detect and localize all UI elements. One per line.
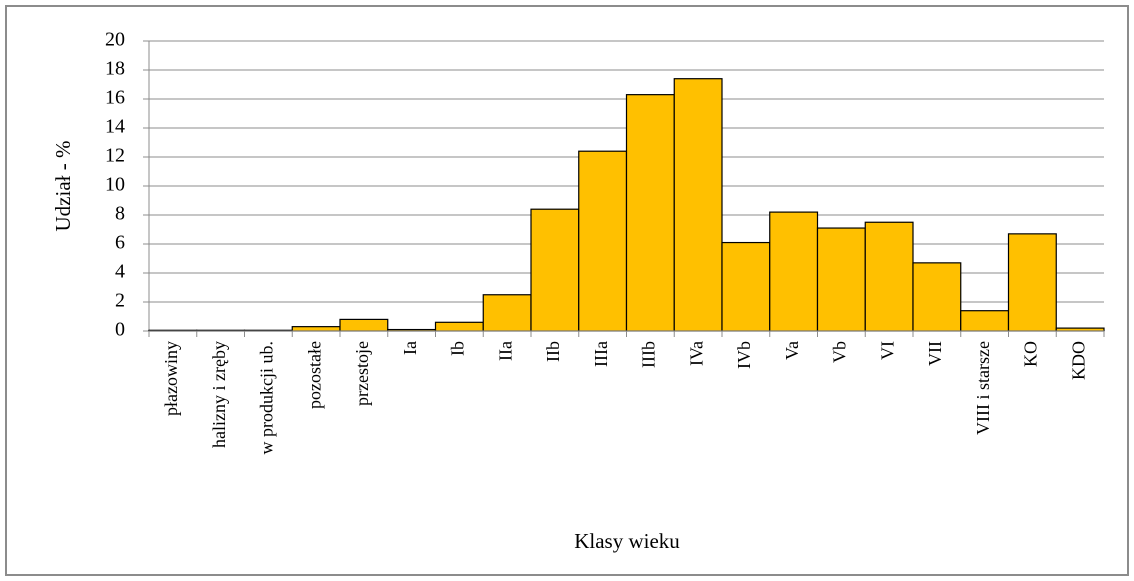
y-tick-label: 18 — [105, 58, 125, 80]
x-tick-label: VII — [925, 341, 945, 366]
x-axis-title: Klasy wieku — [574, 529, 680, 553]
x-tick-label: IVb — [734, 341, 754, 369]
x-tick-label: Va — [782, 341, 802, 360]
bar — [864, 221, 914, 332]
x-tick-label: płazowiny — [161, 341, 181, 416]
y-tick-label: 14 — [105, 116, 125, 138]
bar — [578, 150, 628, 332]
x-tick-label: Ia — [400, 341, 420, 355]
y-tick-label: 2 — [115, 290, 125, 312]
bar — [721, 241, 771, 332]
x-tick-label: KDO — [1068, 341, 1088, 380]
y-tick-label: 4 — [115, 261, 125, 283]
bar — [530, 208, 580, 332]
y-tick-label: 8 — [115, 203, 125, 225]
bar — [291, 326, 341, 332]
bar — [960, 310, 1010, 332]
y-tick-label: 0 — [115, 319, 125, 341]
bar — [482, 294, 532, 332]
bar — [912, 262, 962, 332]
y-axis-title: Udział - % — [51, 141, 75, 232]
x-tick-label: Vb — [830, 341, 850, 363]
y-tick-label: 6 — [115, 232, 125, 254]
x-tick-label: IIIb — [639, 341, 659, 368]
y-tick-label: 20 — [105, 29, 125, 51]
x-tick-label: pozostałe — [304, 341, 324, 409]
bar — [769, 211, 819, 332]
x-tick-label: IIb — [543, 341, 563, 362]
x-tick-label: IVa — [686, 341, 706, 366]
x-tick-label: KO — [1021, 341, 1041, 367]
bar — [816, 227, 866, 332]
bar — [625, 94, 675, 332]
bar — [673, 78, 723, 332]
x-tick-label: VIII i starsze — [973, 341, 993, 435]
x-tick-label: w produkcji ub. — [257, 341, 277, 454]
x-tick-label: VI — [877, 341, 897, 360]
y-tick-label: 12 — [105, 145, 125, 167]
bar — [339, 318, 389, 332]
x-tick-label: IIIa — [591, 341, 611, 367]
y-tick-label: 10 — [105, 174, 125, 196]
x-tick-label: IIa — [495, 341, 515, 361]
bar — [434, 321, 484, 332]
bar — [1007, 233, 1057, 332]
x-tick-label: Ib — [448, 341, 468, 356]
x-tick-label: przestoje — [352, 341, 372, 406]
x-tick-label: halizny i zręby — [209, 341, 229, 448]
y-tick-label: 16 — [105, 87, 125, 109]
